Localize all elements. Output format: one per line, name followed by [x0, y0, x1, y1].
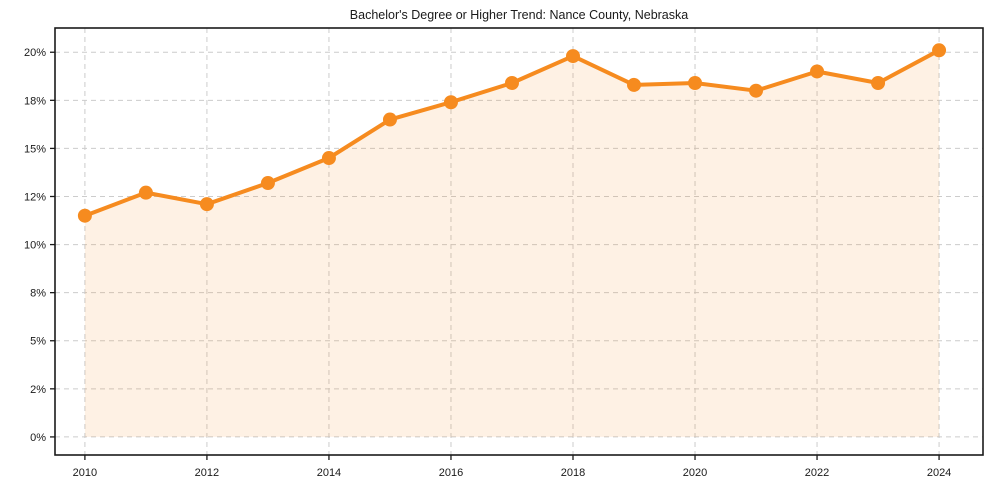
data-point — [810, 64, 825, 79]
data-point — [565, 49, 580, 64]
data-point — [871, 76, 886, 91]
plot-border — [54, 27, 984, 456]
y-tick-label: 10% — [24, 240, 46, 252]
chart-plot-area: 0% 2% 5% 8% 10% 12% 15% 18% 20% 2010 2012 2014 2016 2… — [24, 27, 984, 479]
x-tick-label: 2020 — [683, 467, 707, 479]
data-point — [443, 95, 458, 110]
data-point — [77, 208, 92, 223]
data-point — [199, 197, 214, 212]
area-fill — [84, 50, 940, 437]
y-tick-label: 20% — [24, 47, 46, 59]
data-point — [382, 112, 397, 127]
x-tick-label: 2014 — [317, 467, 341, 479]
y-tick-label: 12% — [24, 191, 46, 203]
data-point — [321, 151, 336, 166]
data-point — [260, 176, 275, 191]
data-point — [504, 76, 519, 91]
y-tick-label: 0% — [30, 432, 46, 444]
y-tick-label: 18% — [24, 95, 46, 107]
y-tick-label: 2% — [30, 384, 46, 396]
data-point — [932, 43, 947, 58]
x-tick-label: 2012 — [195, 467, 219, 479]
y-tick-label: 8% — [30, 288, 46, 300]
x-tick-label: 2018 — [561, 467, 585, 479]
y-tick-label: 15% — [24, 143, 46, 155]
data-point — [749, 83, 764, 98]
x-tick-label: 2010 — [73, 467, 97, 479]
y-tick-label: 5% — [30, 336, 46, 348]
data-point — [138, 185, 153, 200]
x-tick-label: 2016 — [439, 467, 463, 479]
chart-title: Bachelor's Degree or Higher Trend: Nance… — [350, 8, 688, 22]
x-tick-label: 2024 — [927, 467, 951, 479]
x-tick-label: 2022 — [805, 467, 829, 479]
data-point — [688, 76, 703, 91]
data-point — [627, 77, 642, 92]
